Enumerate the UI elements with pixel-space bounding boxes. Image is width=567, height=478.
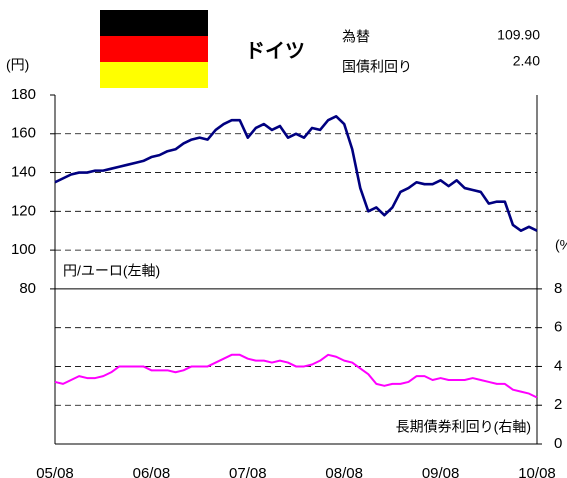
x-tick-label: 09/08 [422, 465, 460, 478]
series-label: 長期債券利回り(右軸) [396, 419, 531, 435]
flag-stripe [100, 10, 208, 36]
y2-tick-label: 8 [554, 280, 562, 297]
y-axis-label: (円) [6, 57, 29, 73]
series-label: 円/ユーロ(左軸) [63, 263, 160, 279]
series-line [54, 115, 538, 233]
x-tick-label: 05/08 [36, 465, 74, 478]
y2-tick-label: 4 [554, 357, 562, 374]
country: ドイツ [245, 40, 305, 62]
fx-label: 為替 [342, 29, 370, 45]
x-tick-label: 06/08 [133, 465, 171, 478]
flag [100, 10, 208, 88]
y-tick-label: 160 [11, 125, 36, 142]
flag-stripe [100, 36, 208, 62]
y-tick-label: 140 [11, 164, 36, 181]
y-tick-label: 100 [11, 241, 36, 258]
y-tick-label: 120 [11, 202, 36, 219]
y2-axis-label: (% [555, 237, 567, 253]
x-tick-label: 10/08 [518, 465, 556, 478]
x-tick-label: 08/08 [325, 465, 363, 478]
yield-value: 2.40 [513, 53, 540, 69]
y-tick-label: 180 [11, 86, 36, 103]
fx-value: 109.90 [497, 27, 540, 43]
yield-label: 国債利回り [342, 59, 412, 75]
y-tick-label: 80 [19, 280, 36, 297]
y2-tick-label: 0 [554, 435, 562, 452]
flag-stripe [100, 62, 208, 88]
x-tick-label: 07/08 [229, 465, 267, 478]
y2-tick-label: 2 [554, 396, 562, 413]
y2-tick-label: 6 [554, 319, 562, 336]
series-line [54, 353, 538, 399]
